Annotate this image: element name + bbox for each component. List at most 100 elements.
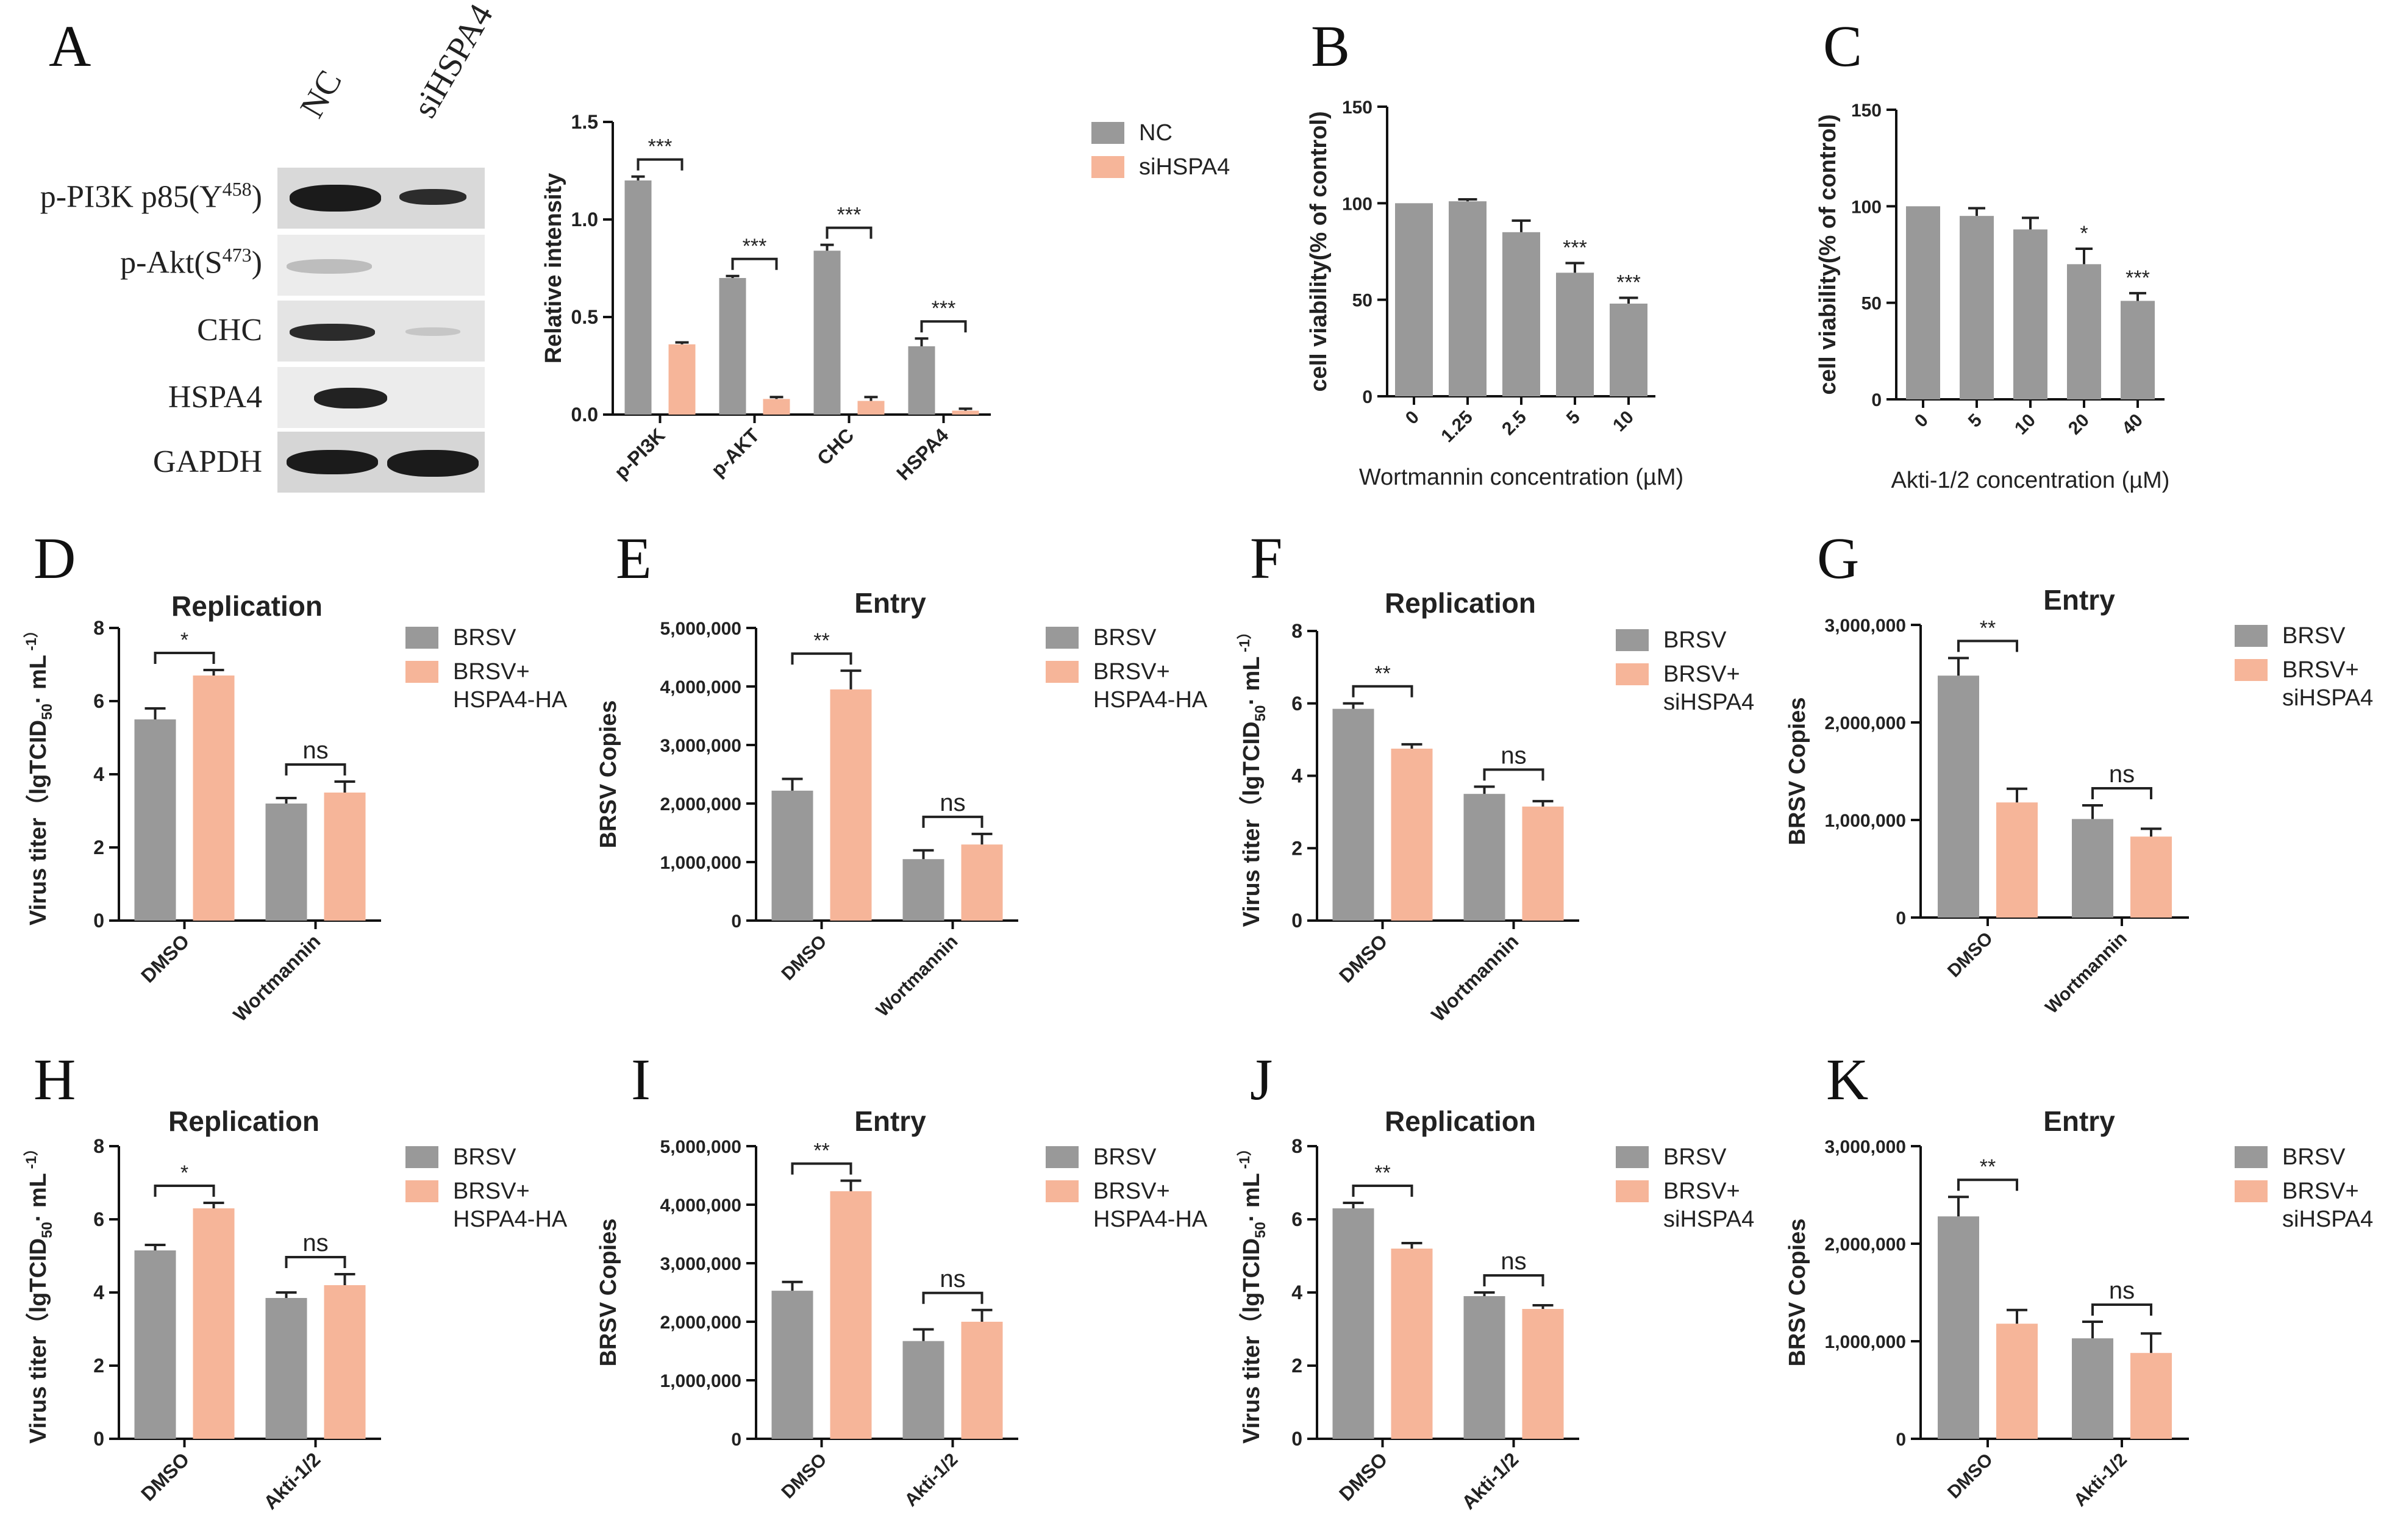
significance-bracket	[1957, 1178, 2018, 1191]
bar	[1332, 1208, 1374, 1439]
panel-label-g: G	[1817, 526, 1860, 591]
y-tick-label: 0	[731, 911, 741, 932]
y-tick-label: 0	[731, 1430, 741, 1450]
bar	[2130, 836, 2172, 918]
bar	[830, 1191, 872, 1439]
bar	[1938, 676, 1979, 918]
blot-strip-chc	[277, 301, 485, 362]
y-tick-label: 4	[1291, 765, 1302, 787]
bar	[668, 344, 696, 415]
significance-label: **	[813, 629, 829, 652]
significance-label: ns	[302, 1230, 328, 1257]
significance-bracket	[285, 1256, 346, 1268]
y-tick-label: 4	[1291, 1282, 1302, 1303]
y-axis-label: Virus titer（lgTCID50· mL -1）	[23, 623, 55, 925]
y-axis-label: BRSV Copies	[596, 700, 621, 849]
chart-f: 0 2 4 6 8 Virus titer（lgTCID50· mL -1） Replica…	[1237, 587, 1754, 1026]
legend-swatch	[2235, 1180, 2268, 1202]
y-tick-label: 1.5	[571, 111, 598, 133]
significance-bracket	[791, 1162, 852, 1175]
legend-swatch	[1046, 661, 1079, 683]
bar	[1996, 1324, 2038, 1439]
x-tick-label: DMSO	[1335, 1448, 1391, 1505]
bar	[2072, 819, 2113, 918]
bar	[1556, 273, 1594, 396]
blot-band	[290, 185, 381, 212]
x-tick-label: 0	[1911, 410, 1932, 432]
bar	[1332, 708, 1374, 921]
bar	[1463, 794, 1505, 921]
legend-label: BRSV+ HSPA4-HA	[1093, 1178, 1208, 1232]
y-axis-label: BRSV Copies	[1785, 1219, 1810, 1367]
chart-j: 0 2 4 6 8 Virus titer（lgTCID50· mL -1） Replica…	[1237, 1105, 1754, 1514]
y-tick-label: 1,000,000	[1825, 811, 1906, 831]
bar	[2067, 264, 2101, 399]
blot-band	[387, 450, 479, 477]
x-tick-label: 5	[1563, 407, 1584, 429]
x-tick-label: 40	[2118, 410, 2147, 439]
bar	[1906, 206, 1940, 399]
bar	[1395, 203, 1433, 396]
panel-label-c: C	[1823, 13, 1863, 79]
significance-label: ***	[743, 235, 767, 258]
y-axis-label: Virus titer（lgTCID50· mL -1）	[1237, 624, 1269, 927]
bar	[2072, 1338, 2113, 1439]
y-tick-label: 6	[93, 690, 104, 712]
bar	[908, 346, 935, 415]
chart-d: 0 2 4 6 8 Virus titer（lgTCID50· mL -1） Replica…	[23, 590, 568, 1026]
bar	[719, 278, 746, 415]
legend-swatch	[1091, 122, 1124, 144]
legend-swatch	[1046, 627, 1079, 649]
x-tick-label: 10	[2011, 410, 2040, 439]
significance-label: **	[1980, 1155, 1996, 1178]
legend-swatch	[1616, 663, 1649, 685]
y-tick-label: 5,000,000	[660, 1137, 741, 1157]
panel-label-a: A	[49, 13, 91, 79]
significance-bracket	[922, 815, 983, 828]
x-tick-label: DMSO	[137, 930, 193, 986]
legend-label: BRSV	[2282, 623, 2346, 649]
blot-row-label-gapdh: GAPDH	[152, 444, 262, 479]
bar	[1960, 216, 1994, 399]
x-tick-label: Akti-1/2	[259, 1448, 324, 1513]
x-tick-label: HSPA4	[892, 424, 952, 484]
y-axis-label: Virus titer（lgTCID50· mL -1）	[1237, 1141, 1269, 1444]
legend-label: NC	[1139, 120, 1173, 146]
y-tick-label: 3,000,000	[660, 736, 741, 756]
chart-k: 0 1,000,000 2,000,000 3,000,000 BRSV Copies E…	[1785, 1105, 2373, 1511]
bar	[265, 1298, 307, 1439]
significance-label: **	[1374, 1161, 1390, 1185]
legend-swatch	[1616, 1180, 1649, 1202]
significance-bracket	[920, 320, 967, 333]
bar	[902, 1341, 944, 1439]
significance-bracket	[154, 652, 215, 664]
legend-label: BRSV	[2282, 1144, 2346, 1170]
significance-label: ns	[1501, 1248, 1526, 1275]
bar	[193, 1208, 235, 1439]
y-tick-label: 8	[93, 1135, 104, 1157]
significance-label: ***	[2126, 266, 2150, 290]
y-tick-label: 0.0	[571, 404, 598, 426]
bar	[1610, 304, 1647, 396]
y-tick-label: 2	[1291, 1355, 1302, 1377]
significance-label: ns	[302, 737, 328, 764]
x-tick-label: Akti-1/2	[2070, 1450, 2131, 1511]
y-tick-label: 1.0	[571, 209, 598, 230]
legend-label: BRSV	[453, 625, 516, 651]
significance-bracket	[1352, 1185, 1413, 1197]
bar	[324, 1285, 366, 1439]
bar	[624, 180, 652, 415]
y-axis-label: BRSV Copies	[1785, 697, 1810, 846]
bar	[1463, 1296, 1505, 1439]
blot-band	[287, 450, 378, 474]
significance-bracket	[1483, 768, 1544, 781]
chart-c: 0 50 100 150 cell viability(% of control) 0 5 1…	[1815, 101, 2169, 493]
y-tick-label: 0	[1291, 1428, 1302, 1450]
y-tick-label: 5,000,000	[660, 619, 741, 639]
x-tick-label: Akti-1/2	[901, 1450, 962, 1511]
y-axis-label: cell viability(% of control)	[1306, 111, 1332, 391]
bar	[2130, 1353, 2172, 1439]
y-tick-label: 3,000,000	[660, 1254, 741, 1274]
